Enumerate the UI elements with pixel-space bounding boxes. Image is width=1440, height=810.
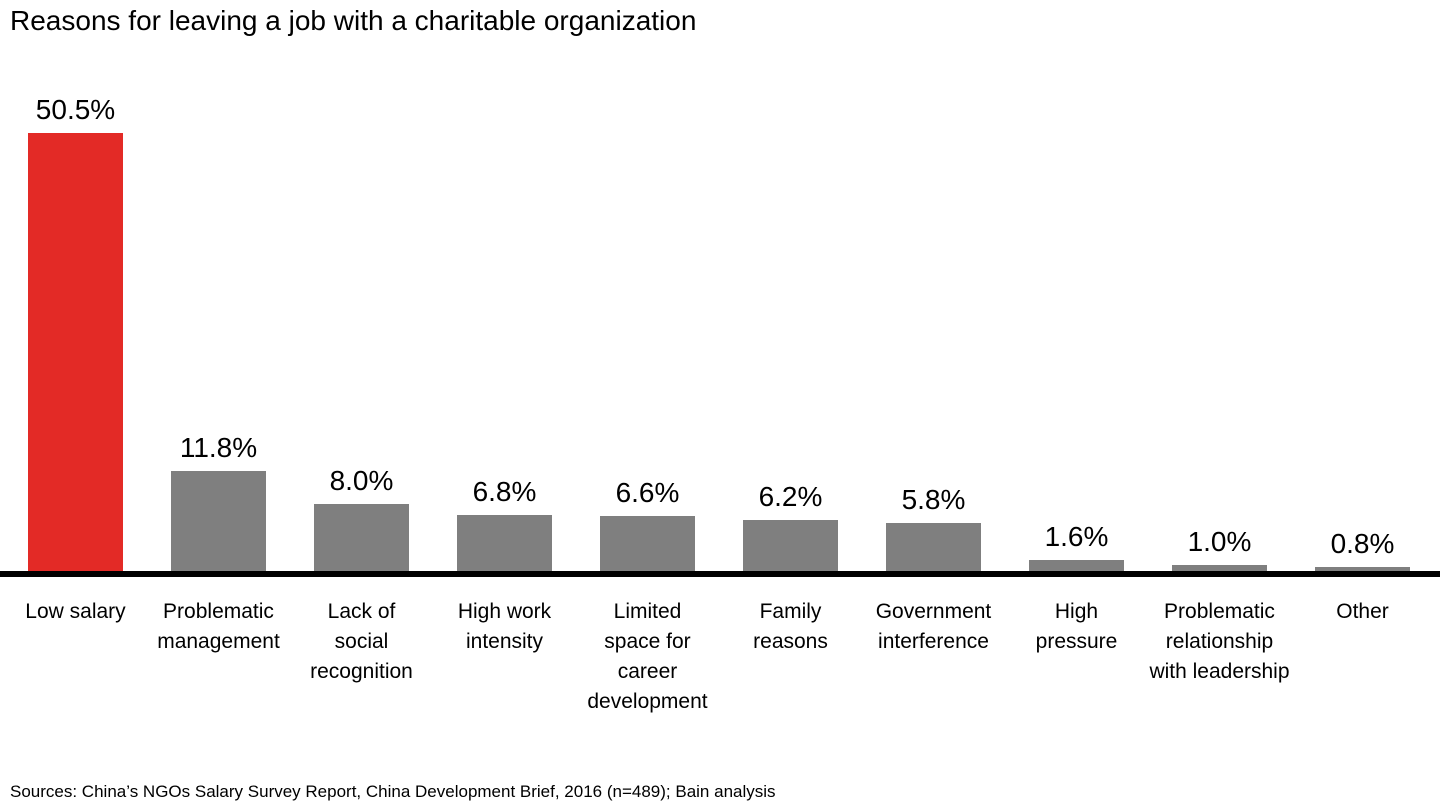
category-label: Government interference [875, 600, 992, 653]
bar [1315, 567, 1410, 574]
bar-column: 6.8% [433, 475, 576, 574]
chart-title: Reasons for leaving a job with a charita… [10, 5, 697, 36]
source-note: Sources: China’s NGOs Salary Survey Repo… [10, 782, 776, 801]
bar-column: 1.6% [1005, 520, 1148, 574]
category-label: Low salary [25, 600, 126, 623]
bar-column: 6.6% [576, 476, 719, 574]
bar [457, 514, 552, 574]
category-label: Problematic relationship with leadership [1149, 600, 1290, 683]
category-labels-row: Low salary Problematic management Lack of … [4, 597, 1434, 717]
bar-column: 6.2% [719, 480, 862, 574]
bar-value-label: 6.2% [758, 480, 823, 512]
bar-column: 11.8% [147, 431, 290, 574]
bar [171, 470, 266, 574]
bar-column: 50.5% [4, 93, 147, 574]
bar-value-label: 6.6% [615, 477, 680, 509]
bar [314, 504, 409, 574]
bar-column: 1.0% [1148, 525, 1291, 574]
bar-value-label: 8.0% [329, 465, 394, 497]
bar [1029, 560, 1124, 574]
bar-highlighted [28, 132, 123, 574]
category-label: Limited space for career development [587, 600, 708, 713]
bar-column: 0.8% [1291, 527, 1434, 574]
bar-value-label: 50.5% [35, 93, 116, 125]
category-label: Other [1336, 600, 1389, 623]
bar-value-label: 1.6% [1044, 521, 1109, 552]
category-label: Family reasons [753, 600, 828, 653]
bars-row: 50.5% 11.8% 8.0% 6.8% 6.6% 6.2% 5.8% 1.6% 1.0% 0.… [4, 93, 1434, 574]
bar-column: 5.8% [862, 483, 1005, 574]
category-label: Lack of social recognition [310, 600, 413, 683]
bar-value-label: 6.8% [472, 475, 537, 507]
category-label: High pressure [1035, 600, 1118, 653]
x-axis-line [0, 571, 1440, 577]
bar-value-label: 0.8% [1330, 528, 1395, 559]
bar-value-label: 1.0% [1187, 526, 1252, 558]
bar [886, 523, 981, 574]
bar [1172, 565, 1267, 574]
bar-column: 8.0% [290, 464, 433, 574]
bar [743, 519, 838, 574]
bar-value-label: 5.8% [901, 484, 966, 516]
bar-value-label: 11.8% [179, 431, 258, 463]
category-label: High work intensity [457, 600, 552, 653]
category-label: Problematic management [157, 600, 280, 653]
bar [600, 516, 695, 574]
